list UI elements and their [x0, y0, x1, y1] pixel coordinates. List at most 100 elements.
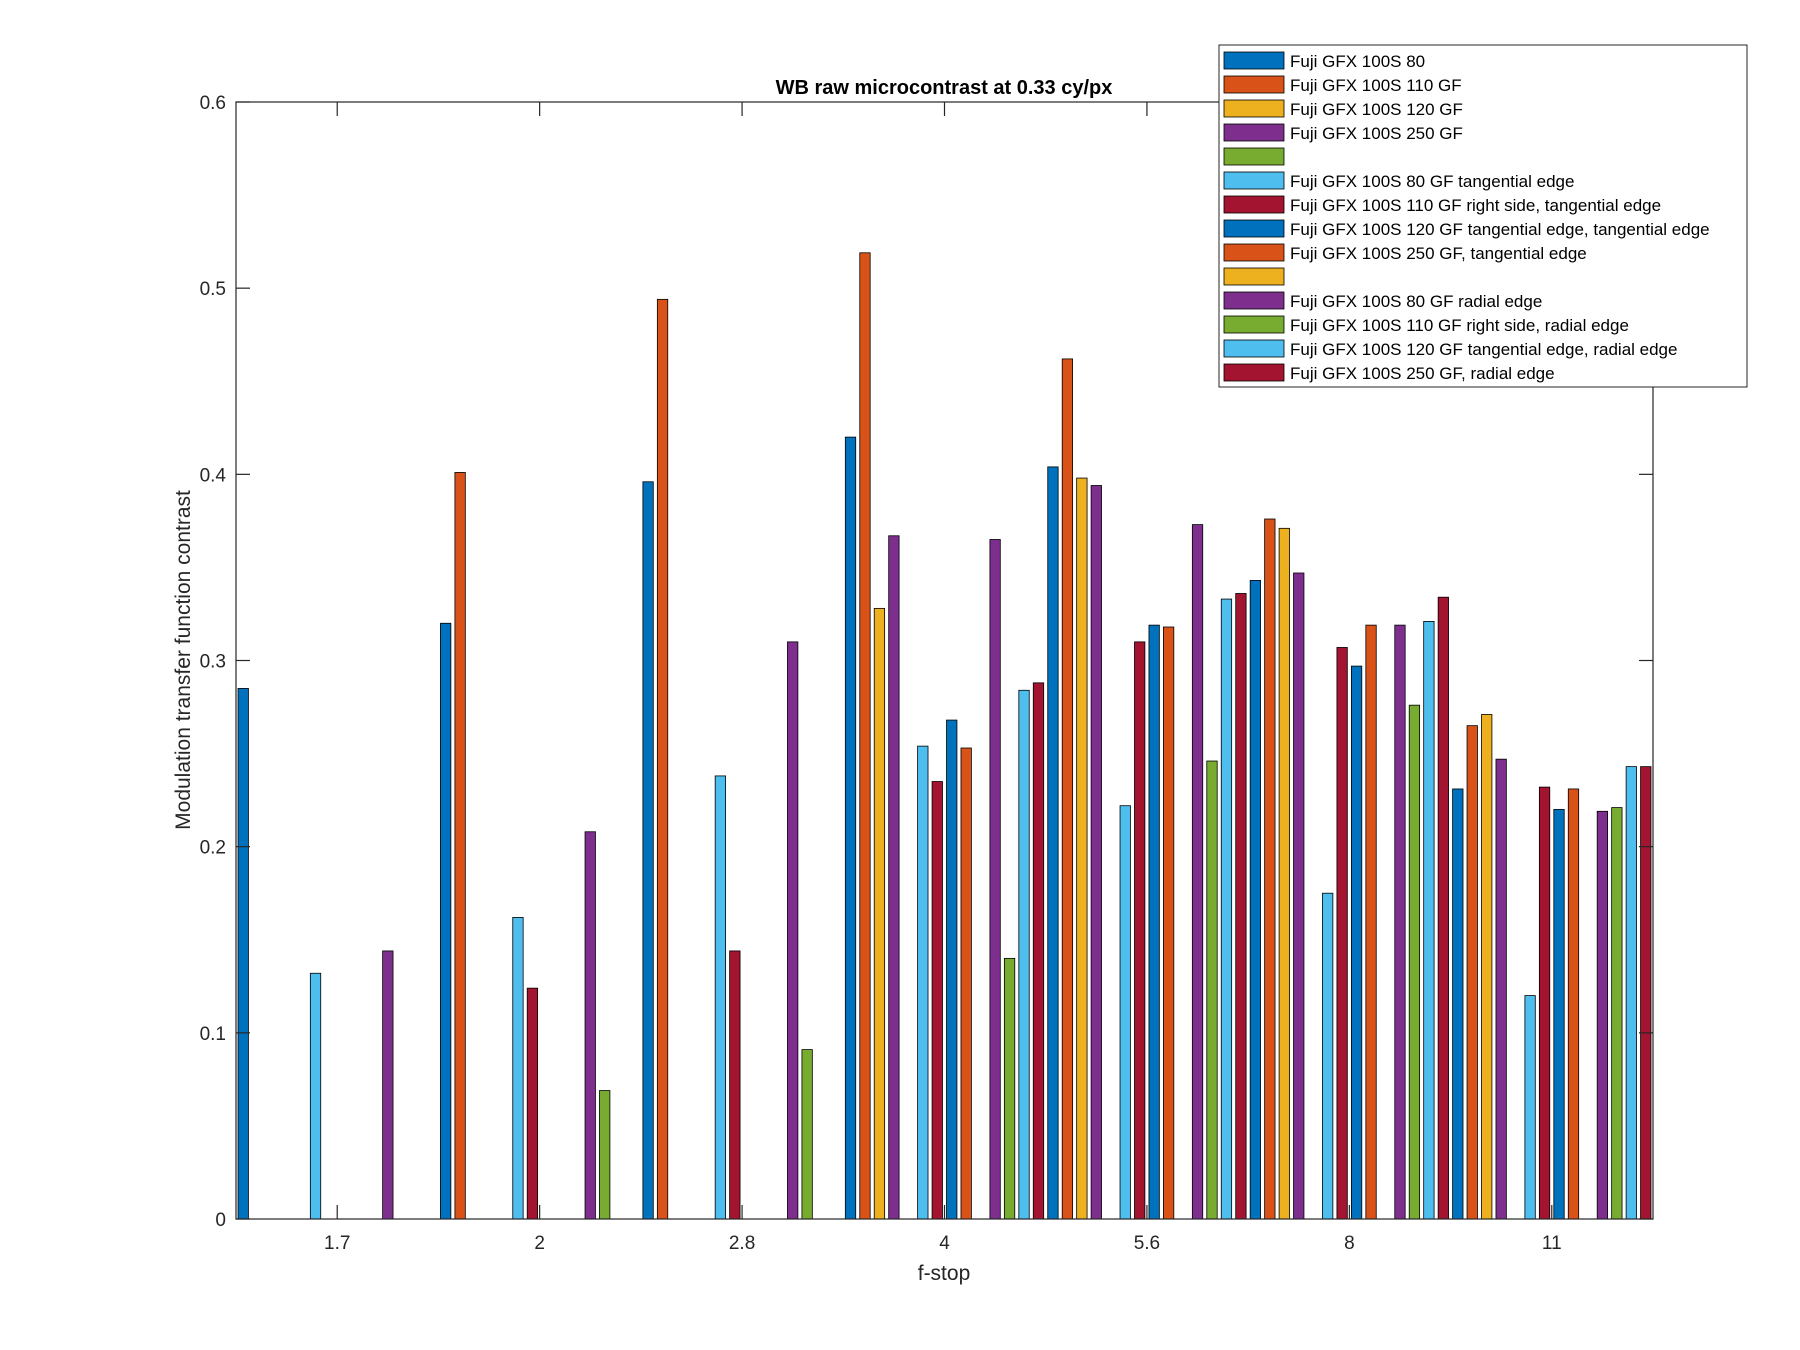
bar [859, 252, 871, 1220]
y-tick-label: 0.5 [200, 279, 226, 300]
legend-swatch [1223, 147, 1285, 166]
bar [1640, 766, 1652, 1220]
bar [1220, 598, 1233, 1220]
bar [1249, 580, 1261, 1220]
bar [1206, 760, 1218, 1220]
bar [1148, 624, 1160, 1220]
legend-label: Fuji GFX 100S 250 GF [1290, 124, 1463, 143]
bar [946, 719, 958, 1220]
x-tick-label: 1.7 [324, 1233, 350, 1254]
y-tick-label: 0.1 [200, 1024, 226, 1045]
x-tick-label: 11 [1542, 1233, 1562, 1254]
bar [1235, 593, 1247, 1220]
bar [1437, 596, 1449, 1220]
legend-label: Fuji GFX 100S 80 GF tangential edge [1290, 172, 1574, 191]
bar [989, 539, 1001, 1220]
bar [1293, 572, 1305, 1220]
x-axis-label: f-stop [918, 1262, 971, 1285]
bar [787, 641, 799, 1220]
bar [1061, 358, 1074, 1220]
bar [1336, 647, 1348, 1220]
bar [599, 1090, 611, 1220]
legend-swatch [1223, 339, 1285, 358]
legend-swatch [1223, 75, 1285, 94]
bar [1264, 518, 1276, 1220]
bar [1553, 809, 1565, 1220]
legend-label: Fuji GFX 100S 250 GF, radial edge [1290, 364, 1555, 383]
bar [729, 950, 741, 1220]
x-tick-label: 2.8 [729, 1233, 755, 1254]
legend-label: Fuji GFX 100S 80 GF radial edge [1290, 292, 1542, 311]
bar [844, 436, 857, 1220]
bar [1596, 810, 1608, 1220]
legend-swatch [1223, 123, 1285, 142]
bar [873, 607, 886, 1220]
bar [454, 472, 466, 1220]
bar [1032, 682, 1045, 1220]
bar [1322, 892, 1334, 1220]
legend-label: Fuji GFX 100S 120 GF tangential edge, ta… [1290, 220, 1710, 239]
bar [1538, 786, 1551, 1220]
y-tick-label: 0.4 [200, 465, 227, 486]
legend-swatch [1223, 219, 1285, 238]
legend-swatch [1223, 171, 1285, 190]
y-axis-label: Modulation transfer function contrast [172, 490, 195, 830]
bar [1408, 704, 1421, 1220]
legend-label: Fuji GFX 100S 120 GF tangential edge, ra… [1290, 340, 1677, 359]
legend-label: Fuji GFX 100S 110 GF right side, tangent… [1290, 196, 1661, 215]
legend-label: Fuji GFX 100S 110 GF right side, radial … [1290, 316, 1629, 335]
bar [1003, 957, 1016, 1220]
legend-swatch [1223, 267, 1285, 286]
bar [1481, 714, 1493, 1220]
bar [1090, 485, 1102, 1220]
bar [382, 950, 394, 1220]
bar [888, 535, 900, 1220]
bar [917, 745, 929, 1220]
bar [1018, 689, 1030, 1220]
legend-swatch [1223, 363, 1285, 382]
bar [237, 688, 249, 1220]
bar [714, 775, 726, 1220]
legend-label: Fuji GFX 100S 120 GF [1290, 100, 1463, 119]
bar [1278, 527, 1290, 1220]
bar [801, 1049, 813, 1220]
bar [1365, 624, 1377, 1220]
legend-swatch [1223, 99, 1285, 118]
bar [1047, 466, 1059, 1220]
legend-swatch [1223, 195, 1285, 214]
bar [1423, 621, 1435, 1220]
bar [1524, 995, 1536, 1220]
bar [440, 622, 452, 1220]
bar [1163, 626, 1175, 1220]
y-tick-label: 0.3 [200, 652, 226, 673]
y-tick-label: 0.2 [200, 838, 226, 859]
bar [512, 917, 524, 1220]
bar [1625, 766, 1637, 1220]
bar [1076, 477, 1088, 1220]
bar [526, 987, 539, 1220]
bar [931, 781, 943, 1220]
bar [642, 481, 654, 1220]
bar [656, 298, 669, 1220]
bar [1350, 665, 1363, 1220]
y-tick-label: 0 [215, 1210, 226, 1231]
bar [1611, 807, 1623, 1220]
bar [584, 831, 596, 1220]
legend-label: Fuji GFX 100S 250 GF, tangential edge [1290, 244, 1587, 263]
x-tick-label: 8 [1344, 1233, 1355, 1254]
legend-swatch [1223, 243, 1285, 262]
bar [1567, 788, 1580, 1220]
bar [960, 747, 972, 1220]
x-tick-label: 4 [939, 1233, 950, 1254]
chart-title: WB raw microcontrast at 0.33 cy/px [776, 77, 1113, 99]
bar [1134, 641, 1146, 1220]
bar [1452, 788, 1464, 1220]
bar [1191, 524, 1204, 1220]
x-tick-label: 5.6 [1134, 1233, 1160, 1254]
legend-swatch [1223, 291, 1285, 310]
legend-swatch [1223, 315, 1285, 334]
ticks-layer: 0 0.1 0.2 0.3 0.4 0.5 0.6 1.7 2 2.8 4 5.6 8 11 [200, 93, 1653, 1254]
legend-label: Fuji GFX 100S 110 GF [1290, 76, 1462, 95]
legend-swatch [1223, 51, 1285, 70]
